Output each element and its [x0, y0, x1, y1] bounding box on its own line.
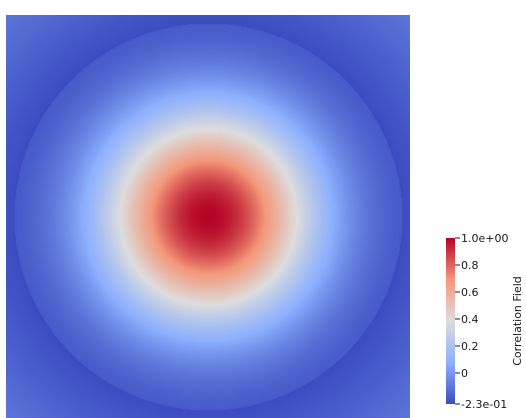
colorbar-tick-label: 0.4 — [461, 313, 479, 326]
colorbar-tick-label: 1.0e+00 — [461, 232, 508, 245]
colorbar-tick-label: 0.8 — [461, 259, 479, 272]
colorbar-tick-label: 0.2 — [461, 340, 479, 353]
colorbar-gradient — [446, 238, 455, 404]
colorbar-tick-label: 0 — [461, 367, 468, 380]
colorbar-legend: 1.0e+00 0.8 0.6 0.4 0.2 0 -2.3e-01 Correlation… — [446, 232, 524, 411]
colorbar-title: Correlation Field — [511, 276, 524, 366]
colorbar-ticks: 1.0e+00 0.8 0.6 0.4 0.2 0 -2.3e-01 — [455, 232, 508, 411]
colorbar-tick-label: -2.3e-01 — [461, 398, 507, 411]
correlation-field-heatmap[interactable] — [6, 15, 410, 418]
colorbar-tick-label: 0.6 — [461, 286, 479, 299]
